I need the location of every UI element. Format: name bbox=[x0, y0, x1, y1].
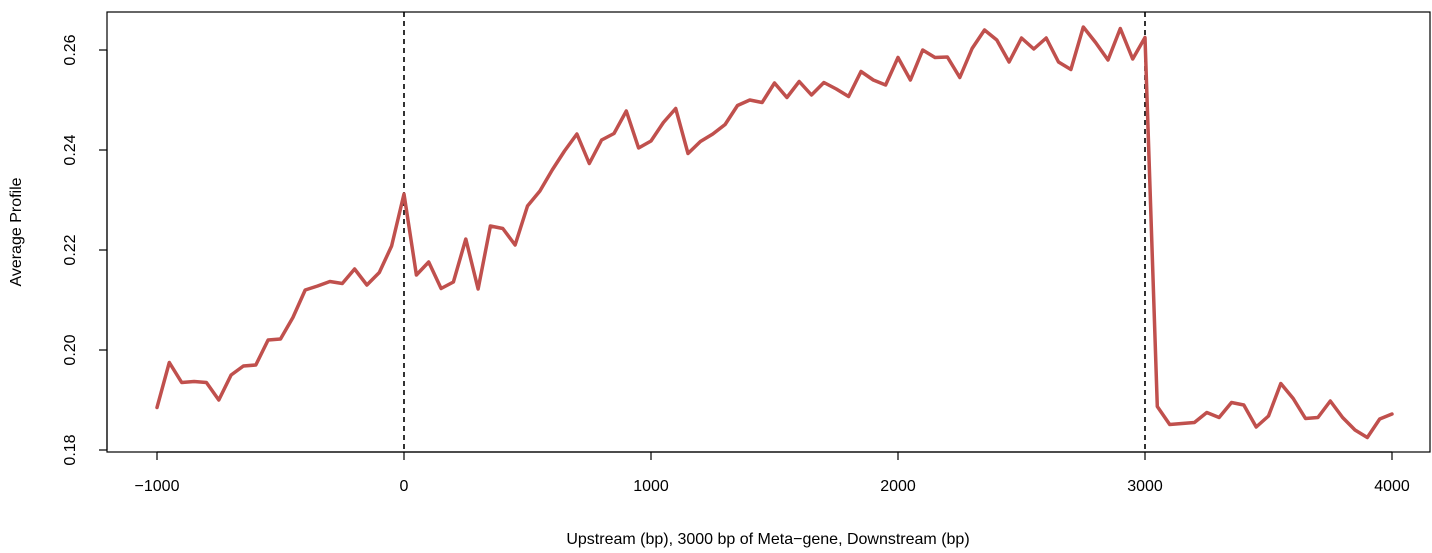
series-layer bbox=[155, 25, 1394, 440]
y-axis: 0.18 0.20 0.22 0.24 0.26 bbox=[62, 34, 108, 466]
reference-lines bbox=[403, 12, 1146, 452]
x-axis-title: Upstream (bp), 3000 bp of Meta−gene, Dow… bbox=[566, 531, 969, 548]
y-tick-label: 0.22 bbox=[62, 234, 79, 265]
x-tick-label: 3000 bbox=[1127, 478, 1163, 495]
x-tick-label: −1000 bbox=[135, 478, 180, 495]
y-tick-label: 0.24 bbox=[62, 134, 79, 165]
x-tick-label: 2000 bbox=[880, 478, 916, 495]
series-line bbox=[155, 25, 1394, 440]
y-tick-label: 0.20 bbox=[62, 334, 79, 365]
y-axis-title: Average Profile bbox=[8, 177, 25, 286]
x-tick-label: 0 bbox=[400, 478, 409, 495]
x-tick-label: 4000 bbox=[1374, 478, 1410, 495]
x-axis: −1000 0 1000 2000 3000 4000 bbox=[135, 451, 1410, 495]
y-tick-label: 0.18 bbox=[62, 434, 79, 465]
x-tick-label: 1000 bbox=[633, 478, 669, 495]
y-tick-label: 0.26 bbox=[62, 34, 79, 65]
plot-frame bbox=[106, 11, 1431, 453]
